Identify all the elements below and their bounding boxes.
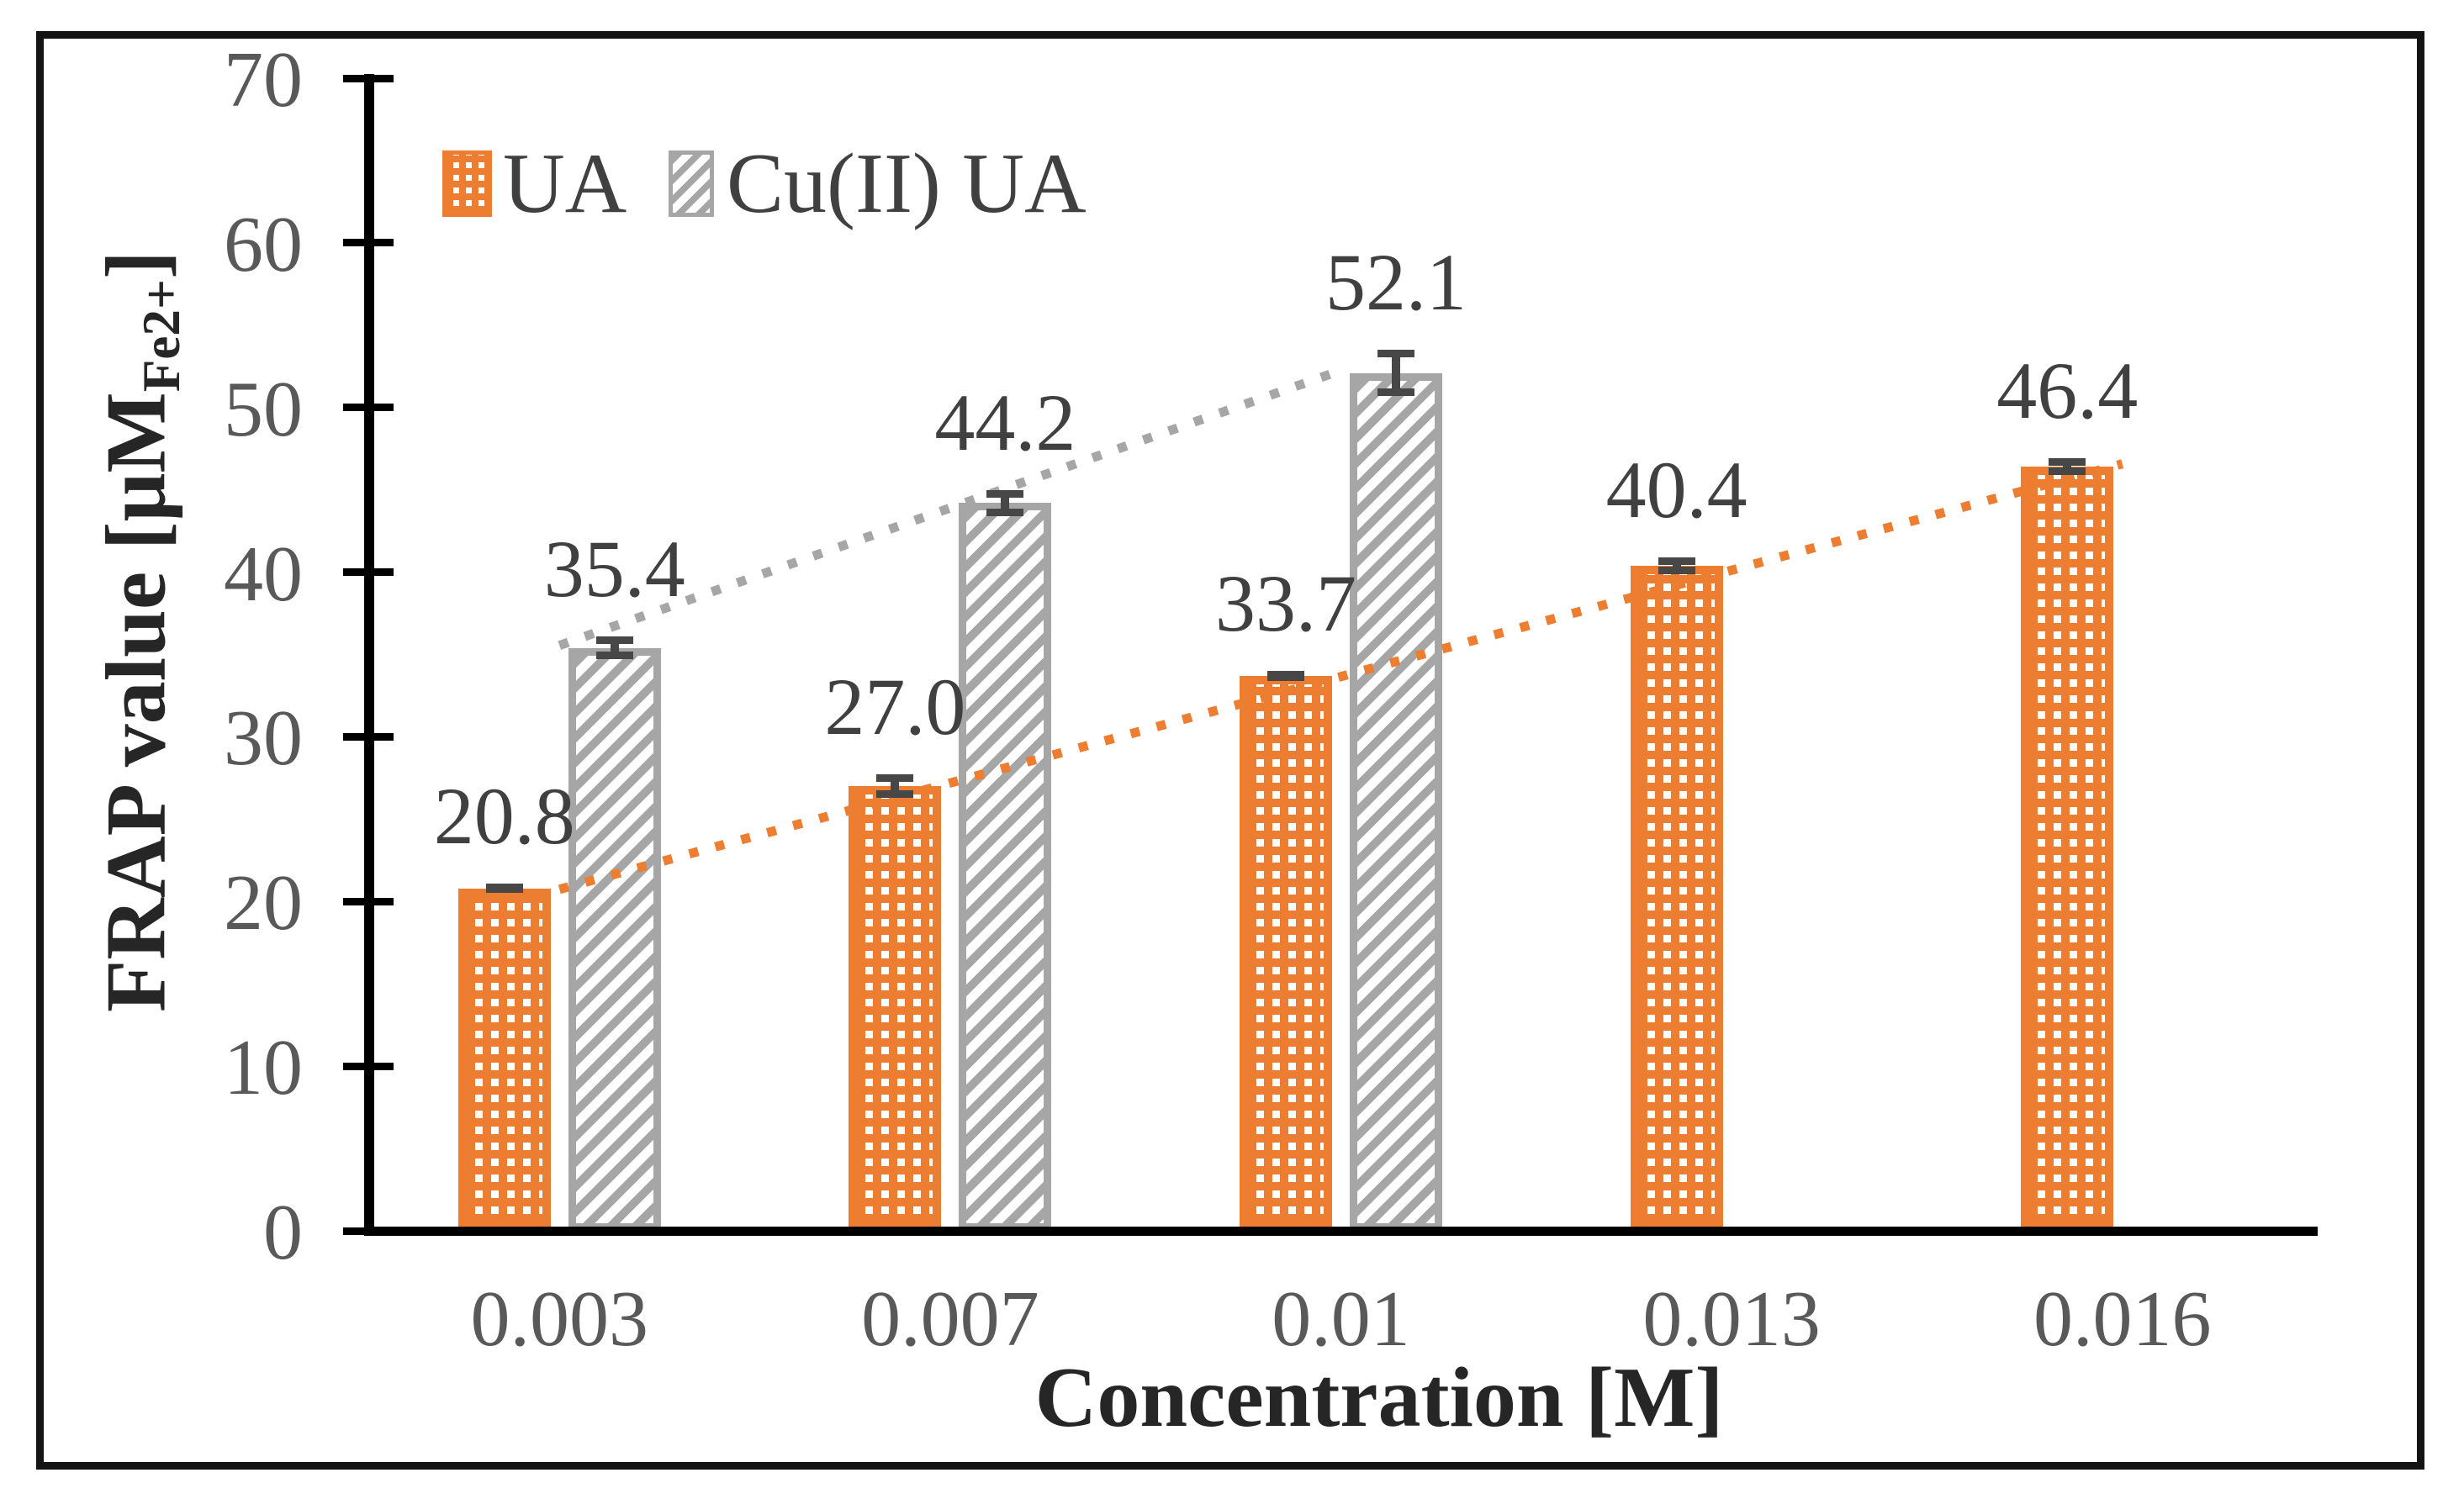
error-bar-top-cap: [2049, 458, 2086, 467]
y-tick-label-0: 0: [263, 1189, 303, 1276]
error-bar-stem: [1392, 350, 1400, 396]
error-bar-UA-0.01: [1267, 671, 1304, 681]
bar-Cu(II) UA-0.007: [959, 503, 1052, 1231]
error-bar-UA-0.016: [2049, 458, 2086, 475]
bar-UA-0.01: [1240, 675, 1332, 1231]
bar-Cu(II) UA-0.01: [1350, 372, 1442, 1231]
data-label-Cu(II) UA-0.003: 35.4: [543, 523, 685, 614]
y-tick-label-40: 40: [224, 530, 303, 618]
y-tick-0: [343, 1227, 394, 1235]
error-bar-top-cap: [876, 774, 914, 783]
error-bar-bottom-cap: [986, 508, 1024, 516]
data-label-UA-0.003: 20.8: [433, 770, 575, 861]
error-bar-UA-0.003: [485, 883, 523, 894]
data-label-UA-0.01: 33.7: [1215, 558, 1356, 649]
y-axis-title-bracket: ]: [88, 250, 184, 279]
error-bar-top-cap: [1377, 350, 1414, 358]
bar-UA-0.013: [1630, 565, 1723, 1231]
y-axis-title: FRAP value [μMFe2+]: [89, 251, 192, 1012]
y-tick-label-10: 10: [224, 1024, 303, 1112]
y-tick-10: [343, 1062, 394, 1070]
x-tick-label-0.016: 0.016: [2033, 1275, 2212, 1363]
y-tick-60: [343, 239, 394, 247]
x-tick-label-0.01: 0.01: [1272, 1275, 1410, 1363]
y-tick-70: [343, 74, 394, 82]
error-bar-bottom-cap: [1658, 566, 1695, 574]
y-tick-20: [343, 897, 394, 905]
x-axis-line: [364, 1227, 2318, 1236]
error-bar-bottom-cap: [485, 885, 523, 894]
y-tick-label-30: 30: [224, 694, 303, 783]
error-bar-bottom-cap: [2049, 467, 2086, 475]
data-label-Cu(II) UA-0.01: 52.1: [1325, 237, 1467, 328]
error-bar-Cu(II) UA-0.01: [1377, 350, 1414, 396]
error-bar-bottom-cap: [1267, 673, 1304, 681]
y-tick-30: [343, 732, 394, 741]
x-axis-title: Concentration [M]: [1034, 1350, 1724, 1445]
y-tick-50: [343, 404, 394, 412]
legend-label-cu-ua: Cu(II) UA: [727, 136, 1087, 231]
error-bar-top-cap: [986, 489, 1024, 498]
y-tick-label-20: 20: [224, 859, 303, 947]
error-bar-top-cap: [1658, 557, 1695, 565]
error-bar-bottom-cap: [595, 652, 633, 660]
x-tick-label-0.003: 0.003: [470, 1275, 649, 1363]
data-label-UA-0.016: 46.4: [1996, 346, 2139, 436]
error-bar-Cu(II) UA-0.003: [595, 636, 633, 660]
y-axis-line: [364, 74, 374, 1236]
error-bar-bottom-cap: [1377, 388, 1414, 396]
y-axis-title-subscript: Fe2+: [132, 278, 192, 393]
chart-border-frame: [36, 31, 2424, 1470]
bar-UA-0.016: [2021, 467, 2114, 1231]
error-bar-UA-0.007: [876, 774, 914, 798]
legend-label-ua: UA: [503, 136, 627, 231]
y-tick-label-60: 60: [224, 200, 303, 288]
legend-swatch-ua: [442, 150, 492, 217]
legend-swatch-cu-ua: [669, 150, 714, 217]
x-tick-label-0.013: 0.013: [1642, 1275, 1821, 1363]
error-bar-UA-0.013: [1658, 557, 1695, 574]
error-bar-top-cap: [595, 636, 633, 644]
y-tick-40: [343, 568, 394, 577]
y-tick-label-70: 70: [224, 36, 303, 124]
data-label-Cu(II) UA-0.007: 44.2: [934, 377, 1076, 467]
data-label-UA-0.007: 27.0: [824, 662, 966, 752]
data-label-UA-0.013: 40.4: [1605, 444, 1748, 535]
error-bar-Cu(II) UA-0.007: [986, 489, 1024, 516]
bar-UA-0.007: [849, 786, 942, 1231]
y-axis-title-main: FRAP value [μM: [88, 392, 184, 1013]
x-tick-label-0.007: 0.007: [861, 1275, 1039, 1363]
bar-Cu(II) UA-0.003: [568, 647, 661, 1231]
error-bar-bottom-cap: [876, 789, 914, 798]
bar-UA-0.003: [457, 888, 551, 1231]
y-tick-label-50: 50: [224, 365, 303, 453]
